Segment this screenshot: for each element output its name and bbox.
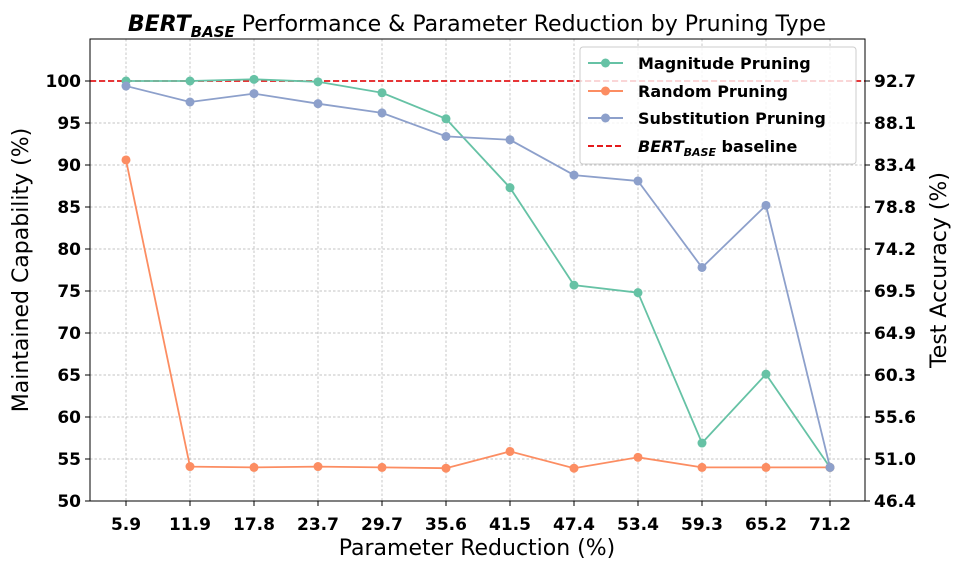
x-tick-label: 41.5 <box>489 515 531 535</box>
data-point-magnitude-pruning <box>761 369 771 379</box>
x-tick-label: 17.8 <box>233 515 275 535</box>
chart-title: BERTBASE Performance & Parameter Reducti… <box>128 12 826 41</box>
data-point-substitution-pruning <box>185 97 195 107</box>
data-point-random-pruning <box>313 462 323 472</box>
y-right-tick-label: 83.4 <box>874 156 916 176</box>
y-left-tick-label: 85 <box>57 198 81 218</box>
y-right-tick-label: 78.8 <box>874 198 916 218</box>
y-left-tick-label: 65 <box>57 366 81 386</box>
legend-label-baseline: BERTBASE baseline <box>638 137 798 159</box>
y-right-tick-label: 69.5 <box>874 282 916 302</box>
data-point-random-pruning <box>121 155 131 165</box>
series-line-magnitude-pruning <box>126 78 831 468</box>
x-tick-label: 53.4 <box>617 515 659 535</box>
data-point-magnitude-pruning <box>441 114 451 124</box>
legend-marker-substitution <box>601 113 610 123</box>
data-point-random-pruning <box>185 462 195 472</box>
y-axis-right-label: Test Accuracy (%) <box>927 172 952 369</box>
x-tick-label: 29.7 <box>361 515 403 535</box>
axes: 5.9 11.9 17.8 23.7 29.7 35.6 41.5 47.4 53.4 59.3 6… <box>46 72 917 535</box>
y-right-tick-label: 88.1 <box>874 114 916 134</box>
data-point-magnitude-pruning <box>249 74 259 84</box>
chart-title-bert-sub: BASE <box>191 23 236 41</box>
legend-label-substitution: Substitution Pruning <box>638 109 826 128</box>
data-point-substitution-pruning <box>633 176 643 186</box>
y-right-tick-label: 46.4 <box>874 492 916 512</box>
data-point-random-pruning <box>697 462 707 472</box>
plot-frame <box>89 38 866 502</box>
legend-label-random: Random Pruning <box>638 82 788 101</box>
legend-frame <box>579 46 857 165</box>
y-right-tick-label: 51.0 <box>874 450 916 470</box>
y-right-tick-label: 64.9 <box>874 324 916 344</box>
x-tick-label: 71.2 <box>809 515 851 535</box>
legend-marker-magnitude <box>601 58 610 68</box>
data-point-random-pruning <box>505 446 515 456</box>
legend: Magnitude Pruning Random Pruning Substit… <box>579 46 857 165</box>
y-right-tick-label: 55.6 <box>874 408 916 428</box>
data-point-random-pruning <box>377 462 387 472</box>
data-point-random-pruning <box>761 462 771 472</box>
data-point-substitution-pruning <box>697 262 707 272</box>
x-axis-label: Parameter Reduction (%) <box>339 536 616 561</box>
legend-baseline-rest: baseline <box>716 137 798 156</box>
data-point-substitution-pruning <box>825 462 835 472</box>
y-left-tick-label: 60 <box>57 408 81 428</box>
data-point-substitution-pruning <box>313 99 323 109</box>
chart-title-bert: BERT <box>128 12 193 37</box>
legend-baseline-bert: BERT <box>638 137 685 156</box>
data-point-magnitude-pruning <box>633 288 643 298</box>
data-point-random-pruning <box>249 462 259 472</box>
y-right-tick-label: 92.7 <box>874 72 916 92</box>
y-left-tick-label: 70 <box>57 324 81 344</box>
y-left-tick-label: 55 <box>57 450 81 470</box>
x-tick-label: 23.7 <box>297 515 339 535</box>
data-point-magnitude-pruning <box>569 280 579 290</box>
y-left-tick-label: 50 <box>57 492 81 512</box>
data-point-substitution-pruning <box>121 81 131 91</box>
y-left-tick-label: 100 <box>46 72 82 92</box>
data-point-magnitude-pruning <box>505 183 515 193</box>
y-right-tick-label: 60.3 <box>874 366 916 386</box>
y-right-tick-label: 74.2 <box>874 240 916 260</box>
legend-baseline-bert-sub: BASE <box>684 146 717 159</box>
series-line-random-pruning <box>125 159 830 470</box>
legend-marker-random <box>601 86 610 96</box>
x-tick-label: 65.2 <box>745 515 787 535</box>
y-left-tick-label: 80 <box>57 240 81 260</box>
series-layer <box>121 74 835 473</box>
y-left-tick-label: 90 <box>57 156 81 176</box>
data-point-substitution-pruning <box>569 170 579 180</box>
data-point-magnitude-pruning <box>313 77 323 87</box>
data-point-substitution-pruning <box>249 89 259 99</box>
data-point-substitution-pruning <box>761 200 771 210</box>
chart-title-rest: Performance & Parameter Reduction by Pru… <box>235 12 826 37</box>
data-point-substitution-pruning <box>441 131 451 141</box>
data-point-magnitude-pruning <box>377 88 387 98</box>
data-point-magnitude-pruning <box>697 438 707 448</box>
y-left-tick-label: 95 <box>57 114 81 134</box>
data-point-random-pruning <box>441 463 451 473</box>
x-tick-label: 5.9 <box>111 515 141 535</box>
x-tick-label: 35.6 <box>425 515 467 535</box>
data-point-substitution-pruning <box>505 135 515 145</box>
x-tick-label: 59.3 <box>681 515 723 535</box>
data-point-magnitude-pruning <box>185 76 195 86</box>
legend-label-magnitude: Magnitude Pruning <box>638 54 811 73</box>
series-line-substitution-pruning <box>125 85 831 468</box>
y-axis-left-label: Maintained Capability (%) <box>9 128 34 412</box>
x-tick-label: 11.9 <box>169 515 211 535</box>
data-point-random-pruning <box>569 463 579 473</box>
data-point-substitution-pruning <box>377 108 387 118</box>
x-tick-label: 47.4 <box>553 515 595 535</box>
data-point-random-pruning <box>633 452 643 462</box>
y-left-tick-label: 75 <box>57 282 81 302</box>
